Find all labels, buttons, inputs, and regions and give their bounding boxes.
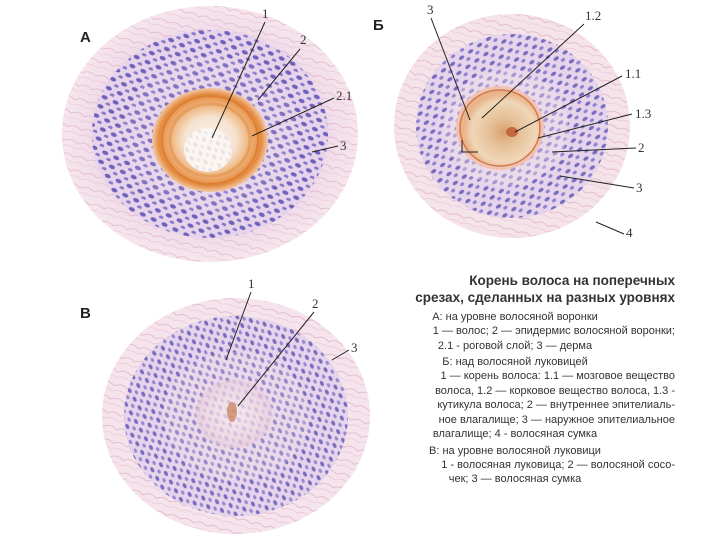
caption-section-a-line-2: 2.1 - роговой слой; 3 — дерма [437,339,593,352]
panel-a-label-3: 3 [340,138,347,153]
panel-a-label-1: 1 [262,6,269,21]
panel-a: А 1 2 2.1 3 [62,6,358,262]
caption-section-c-line-2: чек; 3 — волосяная сумка [448,473,582,485]
panel-b-label-3: 3 [636,180,643,195]
panel-b-callouts: 3 1.2 1.1 1.3 2 3 4 [427,2,651,240]
panel-c-label-2: 2 [312,296,319,311]
caption-section-b-line-1: 1 — корень волоса: 1.1 — мозговое вещест… [440,370,675,382]
panel-b-label-4: 4 [626,225,633,240]
panel-b-letter: Б [373,17,384,34]
panel-b-label-3-top: 3 [427,2,434,17]
panel-b-label-1-2: 1.2 [585,8,601,23]
caption-section-a-line-1: 1 — волос; 2 — эпидермис волосяной ворон… [432,325,675,337]
caption-title-line-1: Корень волоса на поперечных [469,273,675,288]
caption-section-b-line-3: кутикула волоса; 2 — внутреннее эпителиа… [437,399,675,411]
caption-section-b-line-2: волоса, 1.2 — корковое вещество волоса, … [435,384,675,397]
caption-section-b-line-4: ное влагалище; 3 — наружное эпителиально… [438,413,675,426]
panel-a-cross-section [62,6,358,262]
caption-section-c-heading: В: на уровне волосяной луковици [429,444,601,457]
caption-section-c-line-1: 1 - волосяная луковица; 2 — волосяной со… [441,458,675,471]
panel-a-label-2: 2 [300,32,307,47]
panel-a-callouts: 1 2 2.1 3 [211,6,352,153]
panel-b-cross-section [394,14,630,238]
panel-c-cross-section [102,298,370,534]
caption-section-b-heading: Б: над волосяной луковицей [442,356,588,368]
caption-section-b-line-5: влагалище; 4 - волосяная сумка [432,428,598,440]
panel-b: Б 3 1.2 1.1 1.3 2 3 4 [373,2,651,240]
caption-section-a-heading: А: на уровне волосяной воронки [432,311,598,323]
panel-b-label-1-1: 1.1 [625,66,641,81]
panel-c-label-1: 1 [248,276,255,291]
panel-a-label-2-1: 2.1 [336,88,352,103]
panel-c-letter: В [80,305,91,322]
panel-c-label-3: 3 [351,340,358,355]
caption-title: Корень волоса на поперечных срезах, сдел… [355,272,675,306]
panel-b-label-1-3: 1.3 [635,106,651,121]
panel-a-letter: А [80,29,91,46]
panel-c-callouts: 1 2 3 [225,276,358,407]
caption-title-line-2: срезах, сделанных на разных уровнях [415,290,675,305]
panel-c: В 1 2 3 [80,276,370,534]
figure-caption: Корень волоса на поперечных срезах, сдел… [355,272,675,487]
panel-b-label-2: 2 [638,140,645,155]
